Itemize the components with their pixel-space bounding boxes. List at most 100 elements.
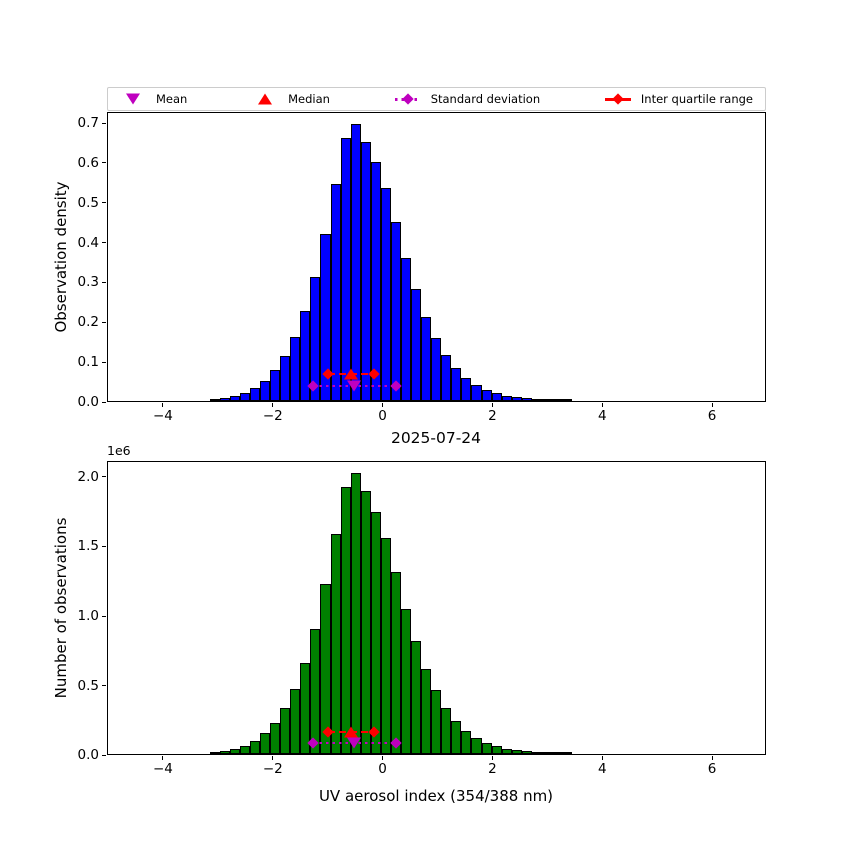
legend-item-label: Inter quartile range xyxy=(640,92,753,106)
y-tick xyxy=(102,162,106,164)
histogram-bar xyxy=(390,221,401,401)
histogram-bar xyxy=(541,752,552,754)
histogram-bar xyxy=(401,608,412,754)
histogram-bar xyxy=(552,752,563,754)
histogram-bar xyxy=(501,395,512,401)
y-tick-label: 0.7 xyxy=(77,115,99,131)
x-tick-label: 0 xyxy=(378,408,387,424)
x-tick xyxy=(601,756,603,760)
histogram-bar xyxy=(431,690,442,754)
legend-item-standard-deviation: Standard deviation xyxy=(394,92,541,106)
x-tick xyxy=(382,756,384,760)
histogram-bar xyxy=(511,749,522,754)
legend-item-label: Standard deviation xyxy=(430,92,541,106)
histogram-bar xyxy=(411,289,422,401)
x-tick-label: −4 xyxy=(152,761,173,777)
histogram-bar xyxy=(521,398,532,401)
x-tick-label: −2 xyxy=(262,408,283,424)
histogram-bar xyxy=(481,742,492,754)
bottom-plot-area xyxy=(108,462,765,754)
x-tick-label: −4 xyxy=(152,408,173,424)
histogram-bar xyxy=(239,745,251,754)
histogram-bar xyxy=(421,669,432,754)
legend-item-median: Median xyxy=(252,92,330,106)
top-y-axis-label: Observation density xyxy=(52,181,70,333)
x-tick-label: 0 xyxy=(378,761,387,777)
histogram-bar xyxy=(330,533,341,754)
y-tick-label: 2.0 xyxy=(77,468,99,485)
chart-title: 2025-07-24 xyxy=(390,429,482,447)
histogram-bar xyxy=(330,183,341,401)
histogram-bar xyxy=(280,355,291,401)
histogram-bar xyxy=(260,380,271,401)
x-tick xyxy=(382,403,384,407)
histogram-bar xyxy=(229,395,240,401)
histogram-bar xyxy=(511,397,522,401)
histogram-bar xyxy=(411,640,422,754)
legend-item-label: Median xyxy=(288,92,330,106)
y-tick-label: 0.4 xyxy=(77,234,99,251)
histogram-bar xyxy=(239,392,251,401)
legend-item-mean: Mean xyxy=(120,92,187,106)
y-tick xyxy=(102,321,106,323)
y-tick-label: 0.1 xyxy=(77,354,99,371)
x-tick xyxy=(162,403,164,407)
x-tick-label: 2 xyxy=(488,761,497,777)
x-axis-label: UV aerosol index (354/388 nm) xyxy=(318,787,554,805)
y-tick xyxy=(102,242,106,244)
histogram-bar xyxy=(531,751,542,754)
legend-item-label: Mean xyxy=(156,92,188,106)
histogram-bar xyxy=(300,663,311,754)
histogram-bar xyxy=(531,399,542,401)
histogram-bar xyxy=(441,355,452,401)
y-tick-label: 0.6 xyxy=(77,154,99,171)
histogram-bar xyxy=(310,277,321,401)
histogram-bar xyxy=(390,572,401,754)
histogram-bar xyxy=(360,491,371,754)
mean-marker-icon xyxy=(346,737,361,749)
y-tick-label: 1.5 xyxy=(77,538,99,555)
histogram-bar xyxy=(250,387,261,401)
x-tick xyxy=(272,756,274,760)
bottom-histogram-axes: −4 −2 0 2 4 6 0.0 0.5 1.0 1.5 2.0 xyxy=(78,461,766,777)
histogram-bar xyxy=(431,338,442,401)
histogram-bar xyxy=(441,707,452,754)
x-tick xyxy=(272,403,274,407)
top-plot-area xyxy=(108,113,765,401)
histogram-bar xyxy=(320,584,331,754)
median-triangle-up-icon xyxy=(252,93,278,105)
x-tick xyxy=(711,403,713,407)
y-tick-label: 1.0 xyxy=(77,608,99,624)
y-tick-label: 0.5 xyxy=(77,194,99,211)
y-tick xyxy=(102,615,106,617)
y-tick xyxy=(102,281,106,283)
histogram-bar xyxy=(380,537,391,754)
histogram-bar xyxy=(562,399,573,401)
top-histogram-axes: −4 −2 0 2 4 6 0.0 0.1 0.2 0.3 0.4 0.5 0.6 0.7 xyxy=(78,112,766,424)
histogram-bar xyxy=(370,161,381,401)
histogram-bar xyxy=(209,752,220,754)
histogram-bar xyxy=(310,628,321,754)
y-tick xyxy=(102,685,106,686)
histogram-bar xyxy=(350,473,361,754)
y-tick xyxy=(102,361,106,363)
x-tick-label: 6 xyxy=(707,408,717,424)
y-tick xyxy=(102,754,106,756)
histogram-bar xyxy=(270,370,281,401)
median-marker-icon xyxy=(343,726,358,738)
y-tick-label: 0.3 xyxy=(77,274,99,291)
histogram-bar xyxy=(340,487,351,754)
median-marker-icon xyxy=(343,368,358,380)
y-tick xyxy=(102,202,106,204)
histogram-bar xyxy=(270,722,281,754)
std-deviation-diamond-icon xyxy=(394,93,421,105)
y-axis-offset-label: 1e6 xyxy=(107,443,131,458)
legend-item-inter-quartile-range: Inter quartile range xyxy=(604,92,753,106)
x-tick-label: 4 xyxy=(598,408,607,424)
histogram-bar xyxy=(552,399,563,401)
histogram-bar xyxy=(320,233,331,401)
histogram-bar xyxy=(461,377,472,401)
histogram-bar xyxy=(229,748,240,754)
histogram-bar xyxy=(300,311,311,401)
